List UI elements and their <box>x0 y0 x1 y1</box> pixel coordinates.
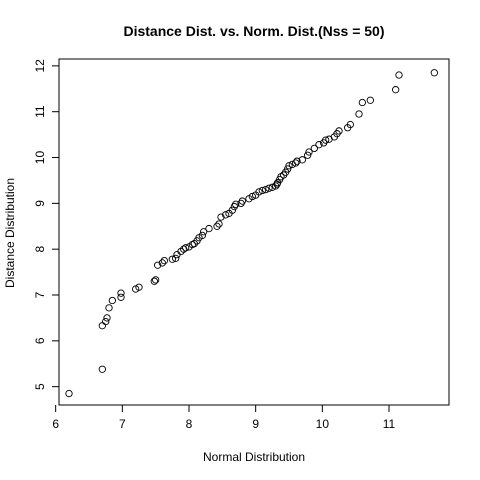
data-point <box>102 317 110 326</box>
y-axis: 5 6 7 8 9 10 11 12 <box>33 59 59 390</box>
y-tick-label: 10 <box>33 151 47 165</box>
data-point <box>292 159 300 167</box>
data-points <box>65 69 438 398</box>
data-point <box>366 96 374 104</box>
data-point <box>205 224 213 233</box>
data-point <box>117 289 125 297</box>
plot-frame <box>58 58 450 406</box>
x-tick-label: 6 <box>52 417 59 431</box>
data-point <box>315 141 323 149</box>
data-point <box>160 256 168 265</box>
x-axis: 6 7 8 9 10 11 <box>52 405 396 431</box>
data-point <box>172 254 180 263</box>
data-point <box>173 251 181 259</box>
data-point <box>232 200 240 208</box>
data-point <box>346 120 354 129</box>
x-tick-label: 10 <box>316 417 330 431</box>
data-point <box>310 144 318 153</box>
data-point <box>135 283 143 291</box>
data-point <box>255 188 263 196</box>
y-tick-label: 6 <box>33 337 47 344</box>
data-point <box>222 211 230 219</box>
data-point <box>103 314 111 322</box>
data-point <box>215 220 223 228</box>
data-point <box>262 185 270 194</box>
y-tick-label: 11 <box>33 105 47 118</box>
data-point <box>284 165 292 173</box>
data-point <box>395 71 403 79</box>
data-point <box>293 157 301 165</box>
y-tick-label: 9 <box>33 200 47 207</box>
data-point <box>105 304 113 312</box>
y-tick-label: 12 <box>33 59 47 73</box>
data-point <box>65 389 73 398</box>
data-point <box>150 277 158 285</box>
data-point <box>285 162 293 170</box>
chart-title: Distance Dist. vs. Norm. Dist.(Nss = 50) <box>123 23 384 39</box>
data-point <box>217 213 225 221</box>
data-point <box>335 127 343 135</box>
y-tick-label: 8 <box>33 246 47 253</box>
data-point <box>238 197 246 205</box>
data-point <box>358 98 366 107</box>
x-axis-label: Normal Distribution <box>203 450 305 464</box>
data-point <box>182 244 190 252</box>
data-point <box>304 151 312 159</box>
data-point <box>200 228 208 236</box>
x-tick-label: 9 <box>252 417 259 431</box>
data-point <box>198 231 206 240</box>
data-point <box>258 186 266 195</box>
data-point <box>152 276 160 284</box>
x-tick-label: 8 <box>186 417 193 431</box>
data-point <box>265 184 273 192</box>
data-point <box>305 148 313 156</box>
y-tick-label: 7 <box>33 291 47 298</box>
data-point <box>213 222 221 230</box>
data-point <box>168 255 176 263</box>
data-point <box>154 261 162 269</box>
data-point <box>158 259 166 267</box>
data-point <box>392 86 400 94</box>
x-tick-label: 7 <box>119 417 126 431</box>
data-point <box>248 192 256 201</box>
data-point <box>117 293 125 301</box>
data-point <box>108 296 116 305</box>
x-tick-label: 11 <box>383 417 396 431</box>
data-point <box>228 206 236 214</box>
data-point <box>298 156 306 164</box>
data-point <box>98 365 106 373</box>
y-tick-label: 5 <box>33 383 47 390</box>
data-point <box>98 322 106 330</box>
y-axis-label: Distance Distribution <box>3 178 17 288</box>
data-point <box>322 136 330 144</box>
data-point <box>430 69 438 77</box>
data-point <box>355 110 363 118</box>
